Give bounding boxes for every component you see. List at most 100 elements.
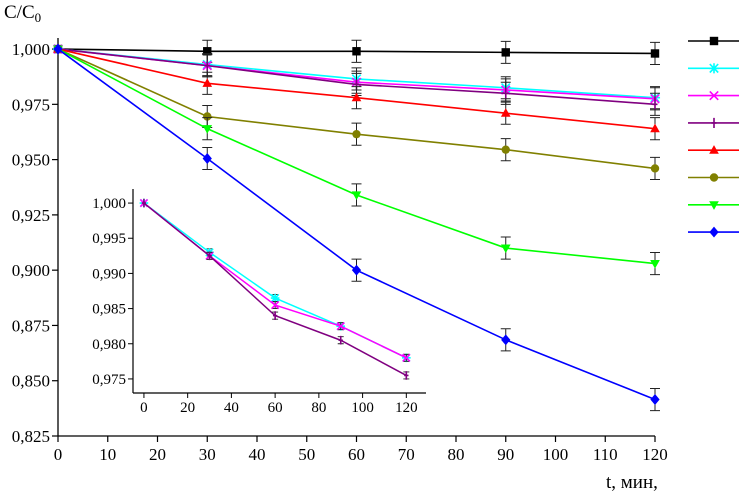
y-tick-label: 0,975 (12, 95, 50, 114)
data-point (202, 78, 213, 87)
legend-entry (688, 36, 739, 46)
data-point (503, 88, 509, 99)
inset-series-asterisk (139, 198, 411, 363)
x-tick-label: 60 (348, 445, 365, 464)
x-tick-label: 10 (99, 445, 116, 464)
data-point (650, 164, 660, 173)
data-point (352, 129, 361, 139)
inset-x-tick-label: 40 (224, 400, 239, 416)
data-point (501, 48, 510, 57)
series-triangle-down (53, 45, 660, 276)
y-tick-label: 0,875 (12, 316, 50, 335)
legend-entry (688, 90, 739, 101)
data-point (53, 43, 63, 55)
inset-y-tick-label: 0,995 (92, 231, 126, 247)
series-diamond (53, 43, 660, 412)
inset-data-point (207, 251, 212, 261)
data-point (650, 394, 660, 405)
data-point (501, 334, 511, 346)
data-point (501, 145, 510, 154)
y-tick-label: 0,950 (12, 151, 50, 170)
inset-data-point (141, 198, 147, 208)
x-tick-label: 20 (149, 445, 166, 464)
inset-x-tick-label: 100 (351, 400, 374, 416)
x-tick-label: 70 (398, 445, 415, 464)
y-axis-title-sub: 0 (35, 10, 42, 25)
x-axis-title: t, мин, (606, 472, 658, 493)
data-point (204, 60, 210, 71)
inset-x-tick-label: 60 (268, 400, 283, 416)
legend-entry (688, 201, 739, 210)
x-tick-label: 90 (497, 445, 514, 464)
y-tick-label: 0,900 (12, 261, 50, 280)
legend-marker (711, 117, 717, 128)
x-tick-label: 0 (54, 445, 63, 464)
inset-y-tick-label: 0,990 (92, 266, 126, 282)
x-tick-label: 120 (642, 445, 668, 464)
data-point (650, 259, 660, 269)
legend-marker (709, 36, 719, 46)
legend-entry (688, 63, 739, 74)
inset-data-point (336, 322, 345, 331)
x-tick-label: 100 (543, 445, 569, 464)
inset-y-tick-label: 0,975 (92, 372, 126, 388)
data-point (352, 47, 361, 56)
x-tick-label: 30 (199, 445, 216, 464)
y-tick-label: 0,850 (12, 372, 50, 391)
inset-x-tick-label: 120 (395, 400, 418, 416)
inset-x-tick-label: 0 (140, 400, 148, 416)
inset-data-point (404, 371, 409, 380)
legend-marker (709, 145, 719, 154)
legend-entry (688, 145, 739, 154)
y-tick-label: 0,825 (12, 427, 50, 446)
data-point (351, 92, 362, 102)
inset-x-tick-label: 20 (180, 400, 195, 416)
inset-x-tick-label: 80 (311, 400, 326, 416)
x-tick-label: 50 (298, 445, 315, 464)
data-point (203, 47, 212, 56)
inset-plot: 0 20 40 60 80 100 120 0,975 0,980 0,985 0,990 0,995… (92, 189, 426, 416)
inset-data-point (272, 311, 278, 320)
data-point (202, 153, 212, 164)
legend-marker (709, 201, 719, 210)
y-axis-title-main: C/C (4, 2, 35, 23)
inset-data-point (402, 353, 411, 362)
x-tick-label: 40 (249, 445, 266, 464)
legend-marker (709, 173, 719, 182)
inset-series-x (139, 198, 411, 362)
inset-y-tick-label: 0,985 (92, 302, 126, 318)
inset-series-line (143, 202, 407, 377)
y-tick-label: 0,925 (12, 206, 50, 225)
inset-data-point (270, 293, 280, 303)
series-square (53, 39, 660, 66)
data-point (203, 112, 212, 121)
inset-data-point (270, 300, 280, 310)
inset-series-plus (141, 198, 410, 380)
data-point (202, 125, 213, 134)
legend-marker (708, 63, 720, 74)
data-point (500, 108, 511, 117)
data-point (650, 49, 660, 58)
data-point (650, 123, 660, 133)
data-point (652, 99, 658, 110)
legend-entry (688, 226, 739, 238)
data-point (500, 244, 511, 254)
inset-y-tick-label: 1,000 (92, 196, 126, 212)
legend-marker (709, 226, 719, 238)
inset-series-line (143, 202, 407, 359)
inset-data-point (338, 335, 343, 345)
legend (688, 36, 739, 238)
data-point (351, 191, 362, 201)
main-plot: 0 10 20 30 40 50 60 70 80 90 100 110 120 0,825 0,850 0,… (12, 38, 668, 464)
x-tick-label: 80 (448, 445, 465, 464)
y-tick-label: 1,000 (12, 40, 50, 59)
legend-entry (688, 173, 739, 182)
inset-series-line (143, 202, 407, 359)
legend-entry (688, 117, 739, 128)
y-axis-title: C/C0 (4, 2, 41, 25)
legend-marker (709, 90, 719, 101)
x-tick-label: 110 (593, 445, 618, 464)
inset-y-tick-label: 0,980 (92, 337, 126, 353)
data-point (351, 264, 362, 276)
